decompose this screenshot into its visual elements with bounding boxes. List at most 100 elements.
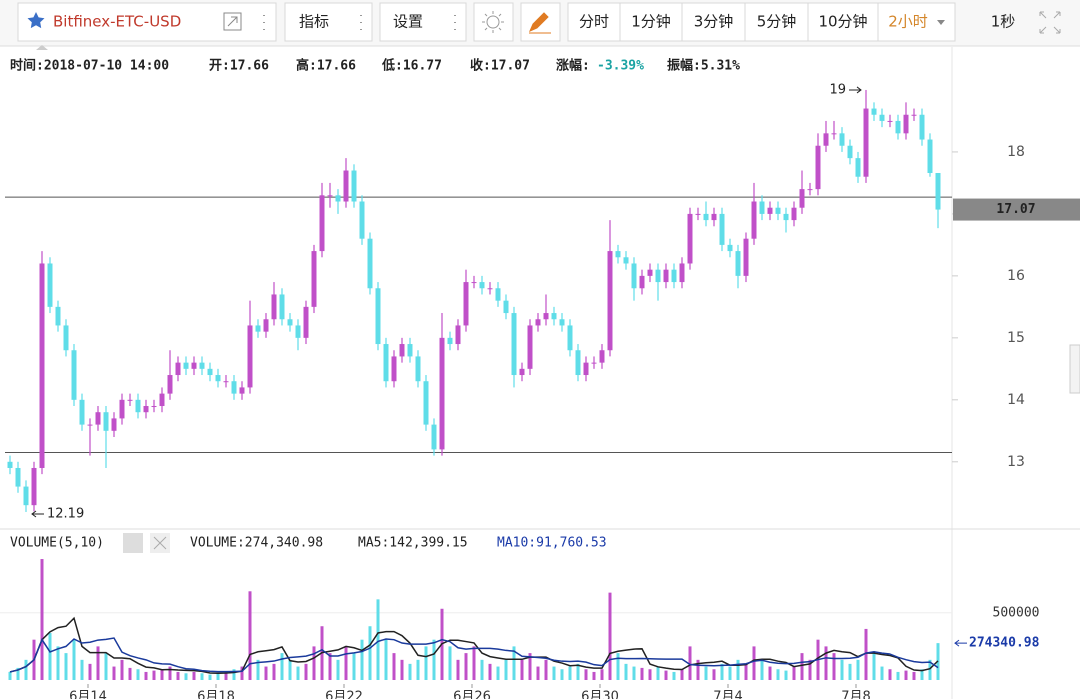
candle-body	[7, 461, 13, 468]
candle-body	[175, 362, 181, 376]
volume-bar	[704, 666, 708, 680]
volume-bar	[328, 653, 332, 680]
candle-body	[167, 375, 173, 394]
candle-body	[327, 195, 333, 197]
volume-bar	[112, 666, 116, 680]
settings-button[interactable]	[379, 2, 467, 42]
volume-bar	[600, 669, 604, 680]
volume-bar	[200, 673, 204, 680]
volume-bar	[352, 653, 356, 680]
y-tick-label: 14	[1007, 392, 1025, 408]
candle-body	[543, 313, 549, 320]
collapse-tab[interactable]	[36, 45, 48, 50]
period-button[interactable]: 5分钟	[757, 13, 797, 31]
volume-bar	[752, 646, 756, 680]
volume-settings-icon[interactable]	[123, 533, 143, 553]
candle-body	[215, 375, 221, 382]
dropdown-caret	[937, 20, 945, 25]
volume-bar	[784, 670, 788, 680]
volume-bar	[912, 671, 916, 680]
volume-bar	[736, 659, 740, 680]
candle-body	[535, 319, 541, 326]
active-period[interactable]: 2小时	[888, 13, 928, 31]
volume-bar	[776, 669, 780, 680]
x-tick-label: 6月26	[453, 690, 491, 699]
symbol-box[interactable]	[17, 2, 277, 42]
volume-bar	[840, 659, 844, 680]
indicators-button[interactable]	[284, 2, 373, 42]
sun-icon	[486, 15, 500, 29]
theme-button[interactable]	[473, 2, 514, 42]
x-tick-label: 7月8	[841, 690, 871, 699]
volume-bar	[280, 653, 284, 680]
candle-body	[887, 120, 893, 122]
volume-bar	[792, 666, 796, 680]
volume-bar	[648, 669, 652, 680]
candle-body	[207, 368, 213, 376]
volume-bar	[88, 663, 92, 680]
candle-body	[647, 269, 653, 276]
fullscreen-icon[interactable]	[1039, 11, 1061, 34]
volume-bar	[616, 653, 620, 680]
candle-body	[47, 263, 53, 307]
refresh-interval[interactable]: 1秒	[991, 13, 1016, 31]
candle-body	[623, 257, 629, 264]
period-group	[567, 2, 956, 42]
volume-bar	[368, 626, 372, 680]
x-tick-label: 7月4	[713, 690, 743, 699]
candle-body	[527, 325, 533, 369]
candle-body	[111, 418, 117, 431]
volume-bar	[72, 639, 76, 680]
volume-bar	[232, 669, 236, 680]
period-button[interactable]: 分时	[579, 13, 609, 31]
candle-body	[639, 275, 645, 289]
candle-body	[199, 362, 205, 369]
candle-body	[655, 269, 661, 283]
candle-body	[95, 412, 101, 425]
candle-body	[311, 251, 317, 307]
volume-bar	[304, 663, 308, 680]
volume-bar	[896, 671, 900, 680]
candle-body	[279, 294, 285, 320]
candle-body	[591, 362, 597, 364]
volume-bar	[376, 599, 380, 680]
volume-bar	[744, 663, 748, 680]
candle-body	[735, 251, 741, 276]
candle-body	[55, 306, 61, 326]
candle-body	[495, 288, 501, 301]
volume-bar	[408, 663, 412, 680]
candle-body	[255, 325, 261, 332]
candle-body	[447, 337, 453, 345]
candle-body	[247, 325, 253, 388]
info-close: 收:17.07	[470, 58, 530, 74]
candle-body	[903, 114, 909, 134]
symbol: Bitfinex-ETC-USD	[53, 13, 181, 31]
candle-body	[687, 213, 693, 264]
volume-bar	[552, 666, 556, 680]
candle-body	[839, 133, 845, 146]
period-button[interactable]: 1分钟	[631, 13, 671, 31]
volume-bar	[632, 666, 636, 680]
side-handle[interactable]	[1069, 344, 1080, 394]
volume-bar	[152, 670, 156, 680]
period-button[interactable]: 10分钟	[818, 13, 867, 31]
volume-bar	[808, 659, 812, 680]
info-low: 低:16.77	[381, 58, 442, 74]
period-button[interactable]: 3分钟	[694, 13, 734, 31]
candle-body	[383, 344, 389, 382]
candle-body	[807, 189, 813, 191]
volume-bar	[336, 659, 340, 680]
popout-icon[interactable]	[223, 12, 242, 31]
favorite-star[interactable]	[27, 12, 45, 29]
volume-bar	[432, 639, 436, 680]
volume-bar	[576, 663, 580, 680]
volume-bar	[184, 673, 188, 680]
volume-bar	[624, 663, 628, 680]
volume-bar	[136, 669, 140, 680]
candle-body	[183, 362, 189, 369]
indicators-label: 指标	[299, 13, 329, 31]
volume-bar	[768, 666, 772, 680]
volume-bar	[288, 659, 292, 680]
candle-body	[23, 486, 29, 506]
volume-bar	[696, 659, 700, 680]
